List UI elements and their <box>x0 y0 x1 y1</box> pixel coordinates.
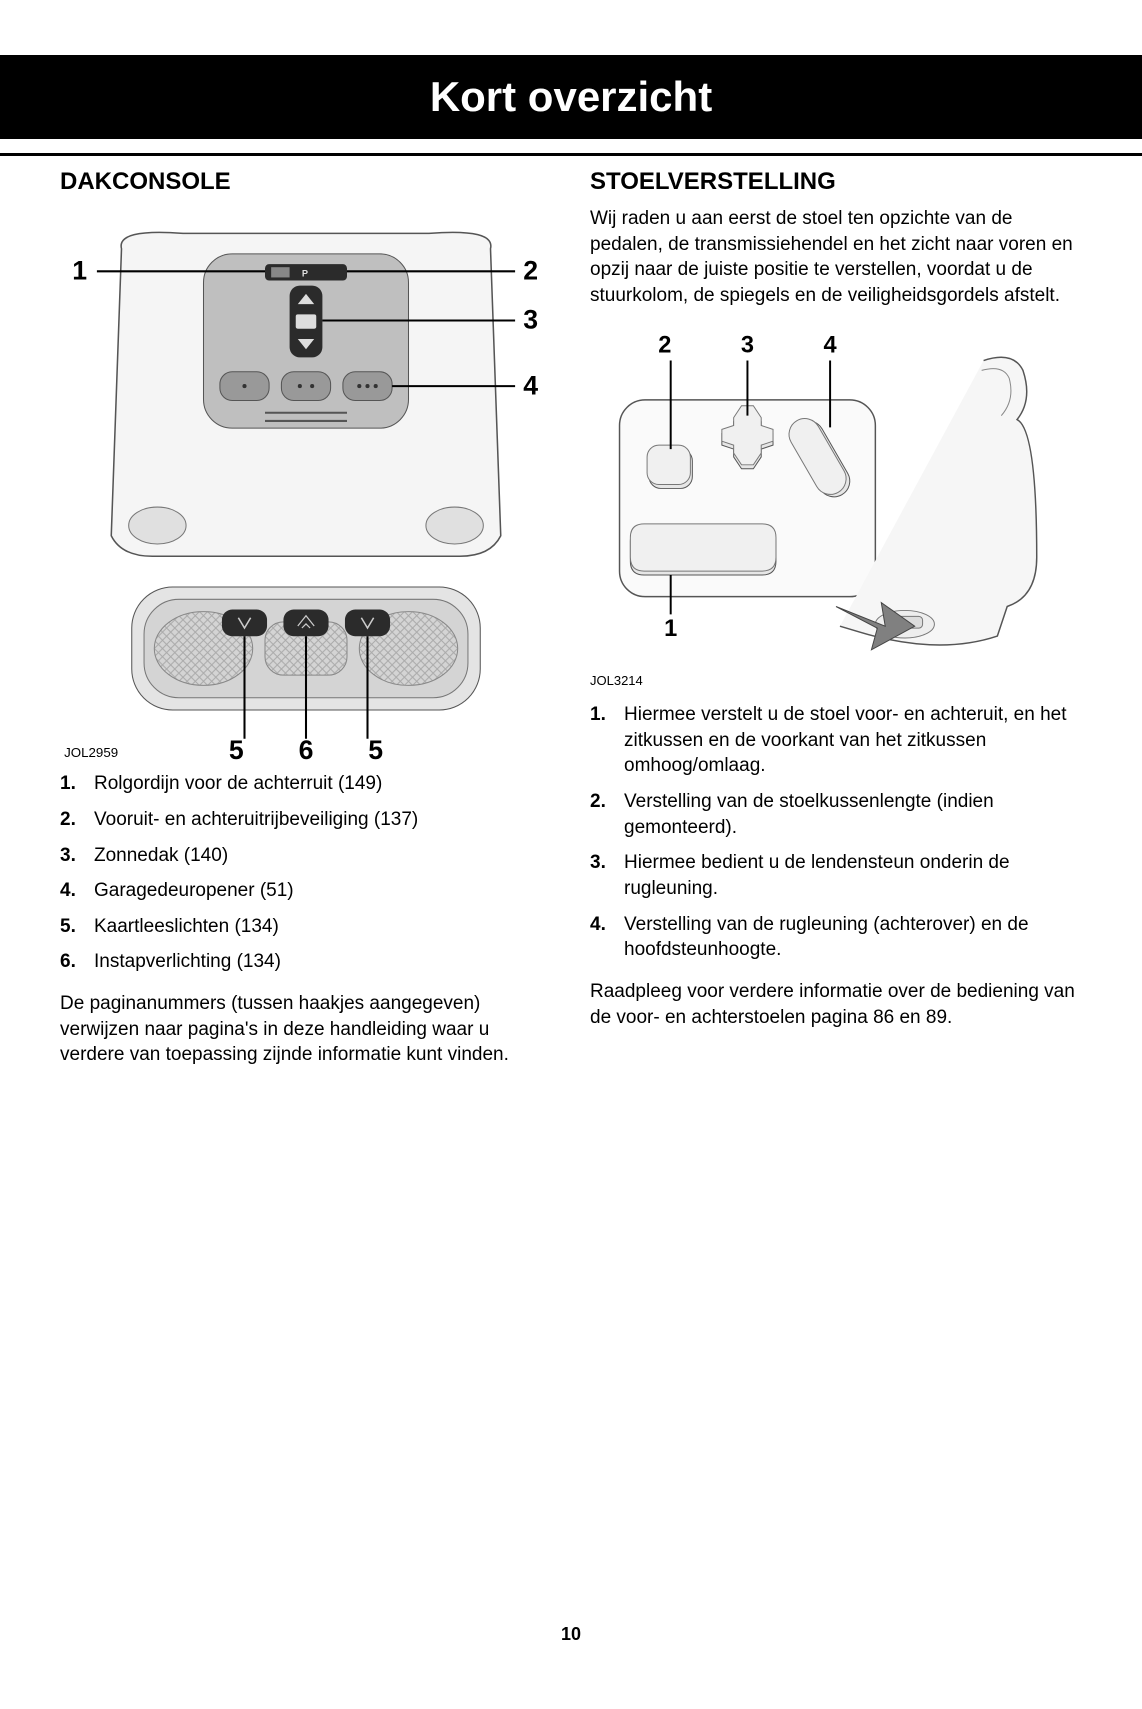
list-item: 2.Vooruit- en achteruitrijbeveiliging (1… <box>60 807 552 833</box>
left-footer-text: De paginanummers (tussen haakjes aangege… <box>60 991 552 1068</box>
fig-caption-left: JOL2959 <box>64 745 118 760</box>
svg-text:P: P <box>302 268 308 278</box>
right-footer-text: Raadpleeg voor verdere informatie over d… <box>590 979 1082 1030</box>
right-heading: STOELVERSTELLING <box>590 168 1082 196</box>
list-item: 4.Verstelling van de rugleuning (achtero… <box>590 912 1082 963</box>
fig-caption-right: JOL3214 <box>590 673 1082 688</box>
callout-4: 4 <box>523 370 538 400</box>
list-item: 2.Verstelling van de stoelkussenlengte (… <box>590 789 1082 840</box>
callout-5b: 5 <box>368 735 383 761</box>
left-list: 1.Rolgordijn voor de achterruit (149) 2.… <box>60 771 552 975</box>
left-heading: DAKCONSOLE <box>60 168 552 196</box>
callout-3: 3 <box>523 305 538 335</box>
right-intro: Wij raden u aan eerst de stoel ten opzic… <box>590 206 1082 309</box>
right-list: 1.Hiermee verstelt u de stoel voor- en a… <box>590 702 1082 963</box>
callout-6: 6 <box>299 735 314 761</box>
r-callout-2: 2 <box>658 332 671 358</box>
right-column: STOELVERSTELLING Wij raden u aan eerst d… <box>590 168 1082 1082</box>
list-item: 1.Hiermee verstelt u de stoel voor- en a… <box>590 702 1082 779</box>
page-number: 10 <box>0 1624 1142 1645</box>
callout-2: 2 <box>523 256 538 286</box>
list-item: 3.Zonnedak (140) <box>60 843 552 869</box>
content-columns: DAKCONSOLE P <box>0 156 1142 1082</box>
list-item: 5.Kaartleeslichten (134) <box>60 914 552 940</box>
seat-figure: 2 3 4 1 <box>590 331 1082 666</box>
r-callout-3: 3 <box>741 332 754 358</box>
list-item: 3.Hiermee bedient u de lendensteun onder… <box>590 850 1082 901</box>
r-callout-1: 1 <box>664 616 677 642</box>
list-item: 1.Rolgordijn voor de achterruit (149) <box>60 771 552 797</box>
dakconsole-figure: P <box>60 218 552 761</box>
page-title-bar: Kort overzicht <box>0 55 1142 139</box>
dakconsole-svg: P <box>60 218 552 761</box>
list-item: 4.Garagedeuropener (51) <box>60 878 552 904</box>
page-title: Kort overzicht <box>0 73 1142 121</box>
callout-5a: 5 <box>229 735 244 761</box>
r-callout-4: 4 <box>824 332 837 358</box>
left-column: DAKCONSOLE P <box>60 168 552 1082</box>
list-item: 6.Instapverlichting (134) <box>60 949 552 975</box>
callout-1: 1 <box>72 256 87 286</box>
seat-svg: 2 3 4 1 <box>590 331 1082 666</box>
